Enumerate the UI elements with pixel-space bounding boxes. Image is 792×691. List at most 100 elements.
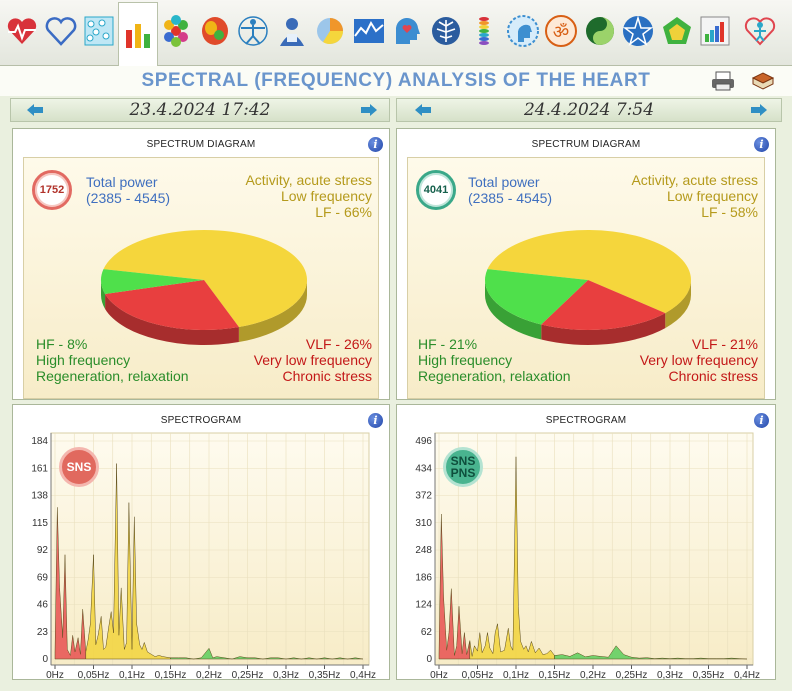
x-tick-label: 0,2Hz <box>580 670 606 681</box>
hexagon-grid-icon[interactable] <box>156 6 196 56</box>
hf-percent: HF - 21% <box>418 336 478 352</box>
heart-outline-icon[interactable] <box>41 6 81 56</box>
person-profile-icon[interactable] <box>272 6 312 56</box>
x-tick-label: 0,35Hz <box>693 670 725 681</box>
spectrogram-panel-left: SPECTROGRAM i 184 161 138 115 92 69 46 23 0 0Hz 0,… <box>12 404 390 681</box>
title-bar: SPECTRAL (FREQUENCY) ANALYSIS OF THE HEA… <box>0 66 792 96</box>
sns-label: SNS <box>450 454 476 468</box>
x-tick-label: 0,25Hz <box>232 670 264 681</box>
x-tick-label: 0,3Hz <box>657 670 683 681</box>
power-range-label: (2385 - 4545) <box>468 190 553 206</box>
info-icon[interactable]: i <box>754 137 769 152</box>
y-tick-label: 310 <box>415 518 432 529</box>
printer-icon[interactable] <box>710 70 736 92</box>
spectrogram-panel-right: SPECTROGRAM i 496 434 372 310 248 186 124 62 0 0H… <box>396 404 776 681</box>
x-tick-label: 0,05Hz <box>462 670 494 681</box>
x-tick-label: 0,05Hz <box>78 670 110 681</box>
y-tick-label: 186 <box>415 572 432 583</box>
vlf-band-area <box>54 507 87 660</box>
toolbar: ॐ <box>0 0 792 66</box>
y-tick-label: 23 <box>37 627 49 638</box>
pie-chart-icon[interactable] <box>310 6 350 56</box>
svg-text:ॐ: ॐ <box>553 22 569 43</box>
vlf-desc: Chronic stress <box>282 368 372 384</box>
tree-network-icon[interactable] <box>426 6 466 56</box>
arrow-right-icon[interactable] <box>361 104 377 116</box>
y-tick-label: 46 <box>37 600 49 611</box>
line-graph-icon[interactable] <box>349 6 389 56</box>
pie-slice-hf <box>485 269 588 325</box>
pie-chart <box>100 230 307 345</box>
brain-map-icon[interactable] <box>195 6 235 56</box>
head-heart-icon[interactable] <box>387 6 427 56</box>
x-tick-label: 0Hz <box>430 670 448 681</box>
water-cells-icon[interactable] <box>79 6 119 56</box>
date-label-left: 23.4.2024 17:42 <box>129 100 271 120</box>
om-symbol-icon[interactable]: ॐ <box>541 6 581 56</box>
sns-badge: SNS <box>59 447 99 487</box>
chakra-column-icon[interactable] <box>464 6 504 56</box>
info-icon[interactable]: i <box>368 137 383 152</box>
lf-percent: LF - 66% <box>315 204 372 220</box>
bar-chart-icon[interactable] <box>117 2 158 66</box>
y-tick-label: 161 <box>31 463 48 474</box>
vitruvian-man-icon[interactable] <box>233 6 273 56</box>
spectrogram-chart: 496 434 372 310 248 186 124 62 0 0Hz 0,05Hz 0,1Hz 0,… <box>415 432 760 681</box>
y-tick-label: 496 <box>415 436 432 447</box>
hf-desc: Regeneration, relaxation <box>418 368 571 384</box>
pie-area: 1752 Total power (2385 - 4545) Activity,… <box>23 157 379 399</box>
pie-slice-vlf <box>541 280 666 330</box>
x-tick-label: 0,35Hz <box>309 670 341 681</box>
vlf-name: Very low frequency <box>253 352 372 368</box>
arrow-left-icon[interactable] <box>415 104 431 116</box>
spectrum-panel-left: SPECTRUM DIAGRAM i 1752 Total power (238… <box>12 128 390 400</box>
star-icon[interactable] <box>618 6 658 56</box>
lf-desc: Activity, acute stress <box>631 172 758 188</box>
arrow-left-icon[interactable] <box>27 104 43 116</box>
pie-area: 4041 Total power (2385 - 4545) Activity,… <box>407 157 765 399</box>
x-tick-label: 0,25Hz <box>616 670 648 681</box>
pie-slice-lf <box>487 229 691 314</box>
vlf-percent: VLF - 21% <box>691 336 758 352</box>
pie-slice-side-lf <box>238 280 307 343</box>
spectrum-panel-right: SPECTRUM DIAGRAM i 4041 Total power (238… <box>396 128 776 400</box>
y-tick-label: 138 <box>31 491 48 502</box>
pentagon-icon[interactable] <box>657 6 697 56</box>
info-icon[interactable]: i <box>368 413 383 428</box>
lf-percent: LF - 58% <box>701 204 758 220</box>
y-tick-label: 69 <box>37 572 49 583</box>
rising-bars-icon[interactable] <box>695 6 735 56</box>
pie-slice-side-vlf <box>541 313 666 345</box>
y-tick-label: 115 <box>32 518 48 529</box>
x-tick-label: 0Hz <box>46 670 64 681</box>
pie-slice-lf <box>103 230 307 328</box>
date-nav-left: 23.4.2024 17:42 <box>10 98 390 122</box>
pie-slice-hf <box>100 269 204 294</box>
x-tick-label: 0,15Hz <box>539 670 571 681</box>
logo-icon[interactable] <box>740 6 780 56</box>
lf-desc: Activity, acute stress <box>245 172 372 188</box>
x-tick-label: 0,4Hz <box>350 670 376 681</box>
total-power-badge: 4041 <box>416 170 456 210</box>
hf-percent: HF - 8% <box>36 336 88 352</box>
lf-band-area <box>469 456 555 660</box>
hf-band-area <box>170 647 364 660</box>
plot-area <box>434 432 754 666</box>
x-tick-label: 0,4Hz <box>734 670 760 681</box>
info-icon[interactable]: i <box>754 413 769 428</box>
lf-name: Low frequency <box>280 188 372 204</box>
panel-title: SPECTRUM DIAGRAM <box>146 139 256 150</box>
y-tick-label: 92 <box>37 545 49 556</box>
y-tick-label: 184 <box>31 436 48 447</box>
hf-name: High frequency <box>36 352 131 368</box>
vlf-percent: VLF - 26% <box>305 336 372 352</box>
panel-title: SPECTROGRAM <box>545 415 627 426</box>
arrow-right-icon[interactable] <box>751 104 767 116</box>
x-tick-label: 0,2Hz <box>196 670 222 681</box>
book-icon[interactable] <box>750 70 776 92</box>
head-profile-icon[interactable] <box>503 6 543 56</box>
yin-yang-icon[interactable] <box>580 6 620 56</box>
pie-slice-vlf <box>105 280 239 330</box>
heart-pulse-icon[interactable] <box>2 6 42 56</box>
pie-slice-side-lf <box>665 280 691 329</box>
